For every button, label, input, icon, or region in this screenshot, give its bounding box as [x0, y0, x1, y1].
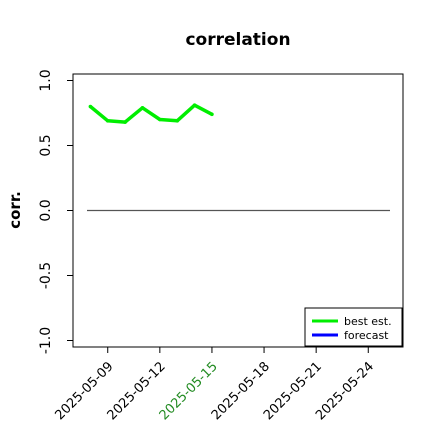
- y-tick-label: 0.5: [38, 134, 54, 156]
- series-group: [88, 103, 214, 124]
- y-tick-label: -0.5: [38, 262, 54, 289]
- data-point: [105, 119, 110, 123]
- data-point: [192, 103, 197, 107]
- data-point: [140, 106, 145, 110]
- legend-box: [304, 307, 403, 347]
- y-axis: -1.0 -0.5 0.0 0.5 1.0: [38, 69, 73, 354]
- chart-title: correlation: [185, 30, 290, 50]
- y-tick-label: 1.0: [38, 69, 54, 91]
- legend-label-forecast: forecast: [344, 329, 389, 342]
- data-point: [158, 117, 162, 122]
- data-point: [88, 104, 93, 109]
- data-point: [175, 119, 180, 123]
- legend: best est. forecast: [304, 307, 403, 347]
- y-axis-label: corr.: [6, 191, 24, 229]
- x-axis: 2025-05-092025-05-122025-05-152025-05-18…: [53, 347, 377, 423]
- y-tick-label: -1.0: [38, 327, 54, 354]
- y-tick-label: 0.0: [38, 199, 54, 221]
- data-point: [123, 120, 127, 124]
- legend-label-best-est: best est.: [344, 315, 392, 328]
- series-line-0: [89, 103, 213, 124]
- data-point: [210, 112, 214, 117]
